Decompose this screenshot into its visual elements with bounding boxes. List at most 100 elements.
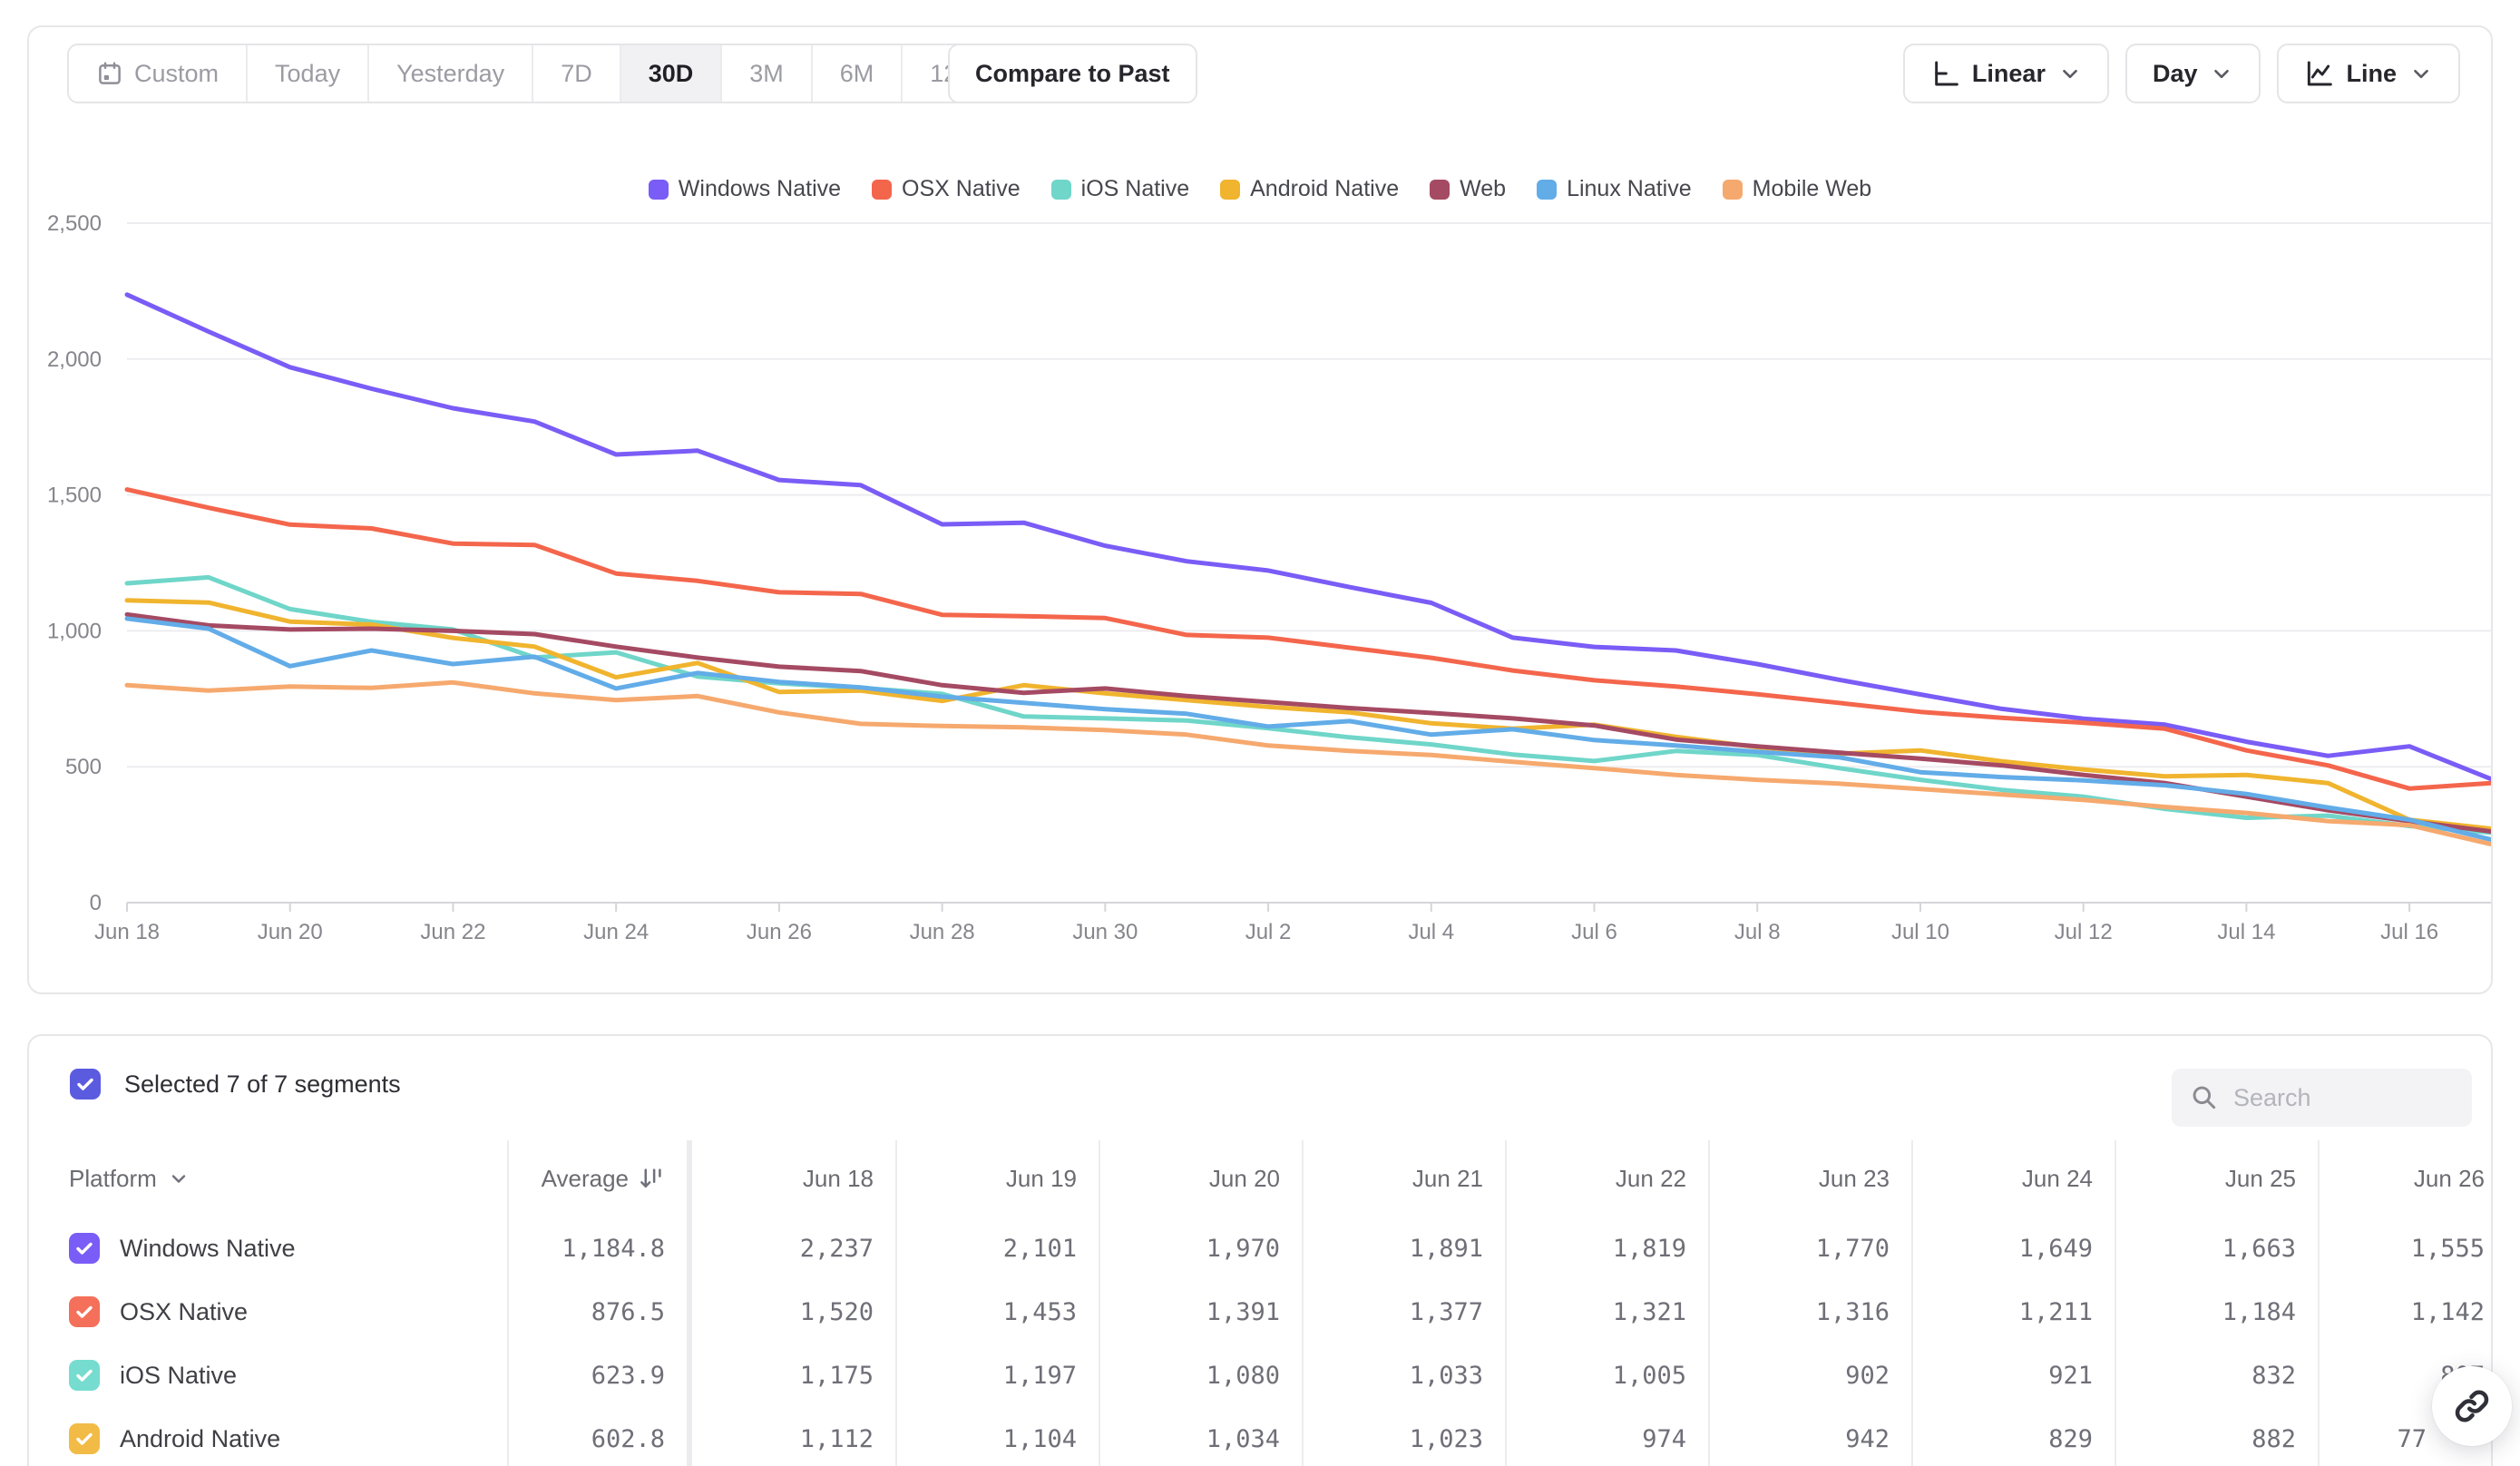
series-line-linux-native[interactable]: [124, 616, 2491, 842]
date-header-label: Jun 19: [1005, 1164, 1077, 1192]
x-axis-label: Jul 16: [2380, 920, 2438, 944]
value-cell: 1,175: [799, 1361, 874, 1390]
x-axis-label: Jun 18: [94, 920, 160, 944]
platform-name: iOS Native: [120, 1361, 238, 1389]
value-cell: 1,023: [1302, 1407, 1505, 1466]
compare-to-past-button[interactable]: Compare to Past: [948, 44, 1197, 103]
frozen-column-divider: [687, 1344, 692, 1407]
value-cell: 1,891: [1302, 1217, 1505, 1280]
date-column-header-jun-23[interactable]: Jun 23: [1708, 1140, 1911, 1217]
date-header-label: Jun 25: [2224, 1164, 2296, 1192]
legend-swatch: [872, 179, 893, 200]
date-column-header-jun-25[interactable]: Jun 25: [2115, 1140, 2318, 1217]
sort-descending-icon: [638, 1165, 665, 1192]
table-row-platform-android-native: Android Native: [29, 1407, 507, 1466]
range-3m[interactable]: 3M: [720, 45, 811, 102]
legend-item-osx-native[interactable]: OSX Native: [872, 176, 1021, 202]
legend-swatch: [1537, 179, 1558, 200]
range-30d[interactable]: 30D: [619, 45, 721, 102]
average-header-label: Average: [541, 1164, 629, 1192]
table-row-platform-osx-native: OSX Native: [29, 1280, 507, 1344]
date-header-label: Jun 24: [2021, 1164, 2093, 1192]
range-7d[interactable]: 7D: [532, 45, 620, 102]
line-chart: 0 500 1,000 1,500 2,000 2,500 Jun 18 Jun 20 Jun …: [47, 211, 2491, 944]
date-column-header-jun-18[interactable]: Jun 18: [692, 1140, 895, 1217]
row-checkbox-ios-native[interactable]: [69, 1360, 100, 1391]
segment-search: [2172, 1069, 2472, 1127]
date-column-header-jun-24[interactable]: Jun 24: [1911, 1140, 2115, 1217]
legend-item-android-native[interactable]: Android Native: [1220, 176, 1399, 202]
date-column-header-jun-21[interactable]: Jun 21: [1302, 1140, 1505, 1217]
range-label: 30D: [648, 59, 694, 87]
average-column-header[interactable]: Average: [507, 1140, 687, 1217]
y-axis-label: 2,000: [47, 347, 102, 372]
x-axis-label: Jul 10: [1891, 920, 1949, 944]
row-checkbox-windows-native[interactable]: [69, 1233, 100, 1264]
value-cell: 1,970: [1099, 1217, 1302, 1280]
legend-swatch: [1220, 179, 1241, 200]
legend-item-mobile-web[interactable]: Mobile Web: [1722, 176, 1871, 202]
range-yesterday[interactable]: Yesterday: [367, 45, 532, 102]
x-axis-label: Jun 30: [1072, 920, 1138, 944]
compare-to-past-label: Compare to Past: [975, 59, 1170, 87]
legend-swatch: [1430, 179, 1450, 200]
value-cell: 1,663: [2115, 1217, 2318, 1280]
platform-name: OSX Native: [120, 1297, 249, 1325]
date-column-header-jun-19[interactable]: Jun 19: [895, 1140, 1099, 1217]
interval-dropdown[interactable]: Day: [2124, 44, 2261, 103]
segments-table: Platform Average Jun 18 Jun 19 Jun 20 Jun 2…: [29, 1140, 2490, 1466]
x-axis-label: Jul 4: [1408, 920, 1454, 944]
x-axis-label: Jun 20: [258, 920, 323, 944]
series-line-osx-native[interactable]: [124, 487, 2491, 791]
legend-item-windows-native[interactable]: Windows Native: [648, 176, 841, 202]
legend-label: Android Native: [1250, 176, 1400, 201]
average-value: 876.5: [507, 1280, 687, 1344]
date-column-header-jun-20[interactable]: Jun 20: [1099, 1140, 1302, 1217]
search-input[interactable]: [2233, 1083, 2442, 1112]
range-custom[interactable]: Custom: [69, 45, 247, 102]
legend-item-linux-native[interactable]: Linux Native: [1537, 176, 1692, 202]
platform-header-label: Platform: [69, 1164, 157, 1192]
value-cell: 1,211: [1911, 1280, 2115, 1344]
series-line-web[interactable]: [124, 611, 2491, 834]
legend-label: iOS Native: [1080, 176, 1190, 201]
date-column-header-jun-22[interactable]: Jun 22: [1505, 1140, 1708, 1217]
value-cell: 1,453: [895, 1280, 1099, 1344]
legend-item-ios-native[interactable]: iOS Native: [1050, 176, 1190, 202]
series-line-mobile-web[interactable]: [124, 679, 2491, 847]
value-cell: 921: [1911, 1344, 2115, 1407]
value-cell: 1,819: [1505, 1217, 1708, 1280]
chart-type-dropdown[interactable]: Line: [2277, 44, 2460, 103]
series-line-ios-native[interactable]: [124, 574, 2491, 836]
value-cell: 2,101: [895, 1217, 1099, 1280]
series-line-android-native[interactable]: [124, 598, 2491, 831]
series-line-windows-native[interactable]: [124, 292, 2491, 782]
platform-column-header[interactable]: Platform: [29, 1140, 507, 1217]
value-cell: 1,316: [1708, 1280, 1911, 1344]
range-today[interactable]: Today: [246, 45, 368, 102]
legend-item-web[interactable]: Web: [1430, 176, 1506, 202]
date-header-label: Jun 22: [1615, 1164, 1686, 1192]
y-axis-label: 1,000: [47, 619, 102, 643]
table-row-platform-windows-native: Windows Native: [29, 1217, 507, 1280]
range-6m[interactable]: 6M: [810, 45, 902, 102]
row-checkbox-osx-native[interactable]: [69, 1296, 100, 1327]
value-cell: 1,034: [1099, 1407, 1302, 1466]
value-cell: 1,005: [1505, 1344, 1708, 1407]
y-axis-label: 2,500: [47, 211, 102, 236]
row-checkbox-android-native[interactable]: [69, 1423, 100, 1454]
select-all-checkbox[interactable]: [70, 1069, 101, 1100]
x-axis-label: Jun 22: [420, 920, 485, 944]
date-header-label: Jun 21: [1411, 1164, 1483, 1192]
share-link-fab[interactable]: [2432, 1366, 2512, 1446]
date-column-header-jun-26[interactable]: Jun 26: [2318, 1140, 2490, 1217]
legend-swatch: [648, 179, 669, 200]
select-all-bar: Selected 7 of 7 segments: [70, 1069, 401, 1100]
range-label: 3M: [749, 59, 784, 87]
y-axis-label: 1,500: [47, 484, 102, 508]
frozen-column-divider: [687, 1217, 692, 1280]
average-value: 1,184.8: [507, 1217, 687, 1280]
chart-type-label: Line: [2346, 59, 2397, 87]
scale-dropdown[interactable]: Linear: [1902, 44, 2109, 103]
